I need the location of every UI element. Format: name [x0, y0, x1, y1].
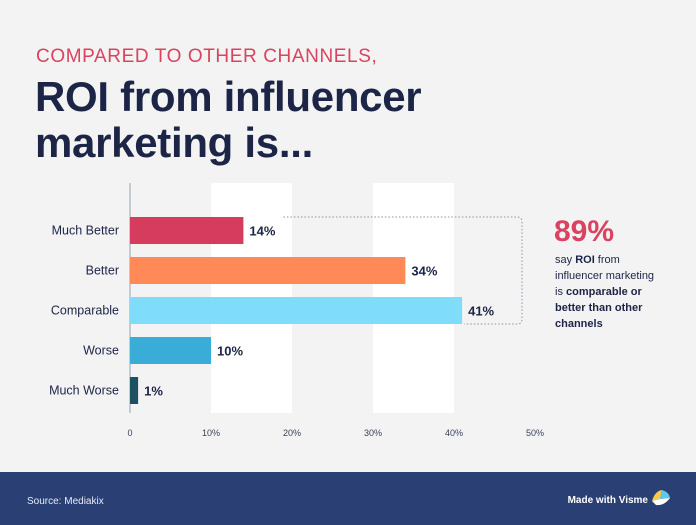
made-with-visme-link[interactable]: Made with Visme — [567, 495, 648, 506]
chart-title-line-2: marketing is... — [35, 119, 313, 166]
bar — [130, 297, 463, 324]
x-tick-label: 40% — [445, 428, 463, 438]
callout-line4-bold: better than other — [555, 302, 643, 314]
callout-text: say ROI from influencer marketing is com… — [555, 252, 685, 332]
callout-line3-bold: comparable or — [566, 286, 642, 298]
category-label: Worse — [83, 344, 119, 358]
source-text: Source: Mediakix — [27, 496, 104, 507]
bar-chart: 0 10% 20% 30% 40% 50% Much Better 14% Better 34% C… — [49, 183, 544, 438]
bar — [130, 217, 244, 244]
chart-title: ROI from influencer marketing is... — [35, 74, 555, 166]
callout-percent: 89% — [554, 215, 615, 248]
category-label: Much Better — [52, 224, 119, 238]
bar — [130, 257, 406, 284]
x-tick-label: 30% — [364, 428, 382, 438]
callout-bracket — [283, 216, 523, 325]
category-label: Much Worse — [49, 384, 119, 398]
x-tick-label: 20% — [283, 428, 301, 438]
chart-title-line-1: ROI from influencer — [35, 73, 422, 120]
chart-eyebrow: COMPARED TO OTHER CHANNELS, — [36, 46, 378, 67]
x-tick-label: 0 — [127, 428, 132, 438]
bar-value-label: 1% — [144, 384, 163, 399]
callout-line1-post: from — [594, 254, 620, 266]
bar — [130, 337, 211, 364]
callout-line2: influencer marketing — [555, 270, 655, 282]
bar-value-label: 34% — [411, 264, 437, 279]
x-tick-label: 10% — [202, 428, 220, 438]
bar-value-label: 41% — [468, 304, 494, 319]
bar — [130, 377, 139, 404]
callout-line1-pre: say — [555, 254, 576, 266]
x-tick-label: 50% — [526, 428, 544, 438]
category-label: Better — [86, 264, 119, 278]
callout-line3-pre: is — [555, 286, 566, 298]
bar-value-label: 10% — [217, 344, 243, 359]
callout-line1-bold: ROI — [575, 254, 595, 266]
callout-line5-bold: channels — [555, 318, 603, 330]
bar-value-label: 14% — [249, 224, 275, 239]
category-label: Comparable — [51, 304, 119, 318]
footer: Source: Mediakix Made with Visme — [0, 472, 696, 525]
visme-logo-icon[interactable] — [650, 487, 672, 509]
